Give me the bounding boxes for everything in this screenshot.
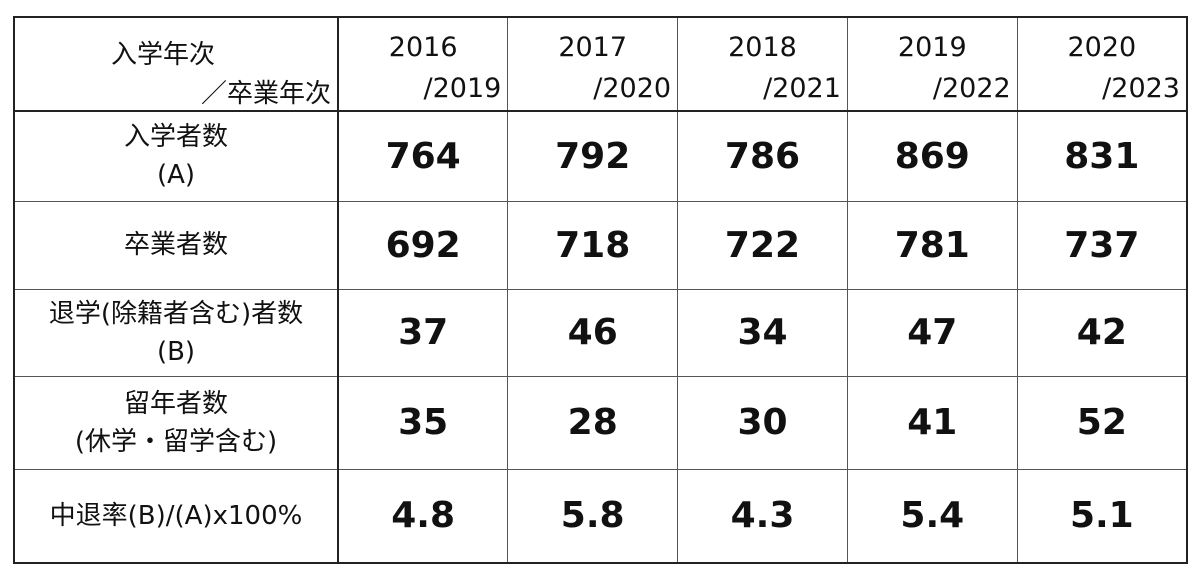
table-row-graduates: 卒業者数 692 718 722 781 737 [13, 200, 1188, 290]
entry-year: 2017 [558, 32, 628, 63]
entry-year: 2016 [388, 32, 458, 63]
row-label-subtext: (A) [156, 160, 196, 191]
value-cell: 30 [677, 375, 848, 470]
year-header-2020: 2020 /2023 [1016, 16, 1188, 112]
year-header-2017: 2017 /2020 [507, 16, 679, 112]
row-label-subtext: (B) [156, 336, 196, 367]
value-cell: 47 [846, 288, 1018, 377]
value-cell: 792 [507, 110, 679, 202]
value-cell: 692 [337, 200, 509, 290]
year-header-2019: 2019 /2022 [846, 16, 1018, 112]
graduation-year: /2021 [763, 73, 841, 104]
value-cell: 28 [507, 375, 679, 470]
value-cell: 5.4 [846, 468, 1018, 564]
header-label-cell: 入学年次 ／卒業年次 [13, 16, 339, 112]
table-row-withdrawals: 退学(除籍者含む)者数 (B) 37 46 34 47 42 [13, 288, 1188, 377]
value-cell: 764 [337, 110, 509, 202]
value-cell: 4.3 [677, 468, 848, 564]
row-label-withdrawals: 退学(除籍者含む)者数 (B) [13, 288, 339, 377]
value-cell: 42 [1016, 288, 1188, 377]
enrollment-statistics-table: 入学年次 ／卒業年次 2016 /2019 2017 /2020 2018 /2… [13, 16, 1188, 564]
row-label-text: 入学者数 [123, 122, 228, 153]
value-cell: 46 [507, 288, 679, 377]
value-cell: 41 [846, 375, 1018, 470]
value-cell: 786 [677, 110, 848, 202]
graduation-year: /2020 [593, 73, 672, 104]
value-cell: 4.8 [337, 468, 509, 564]
row-label-dropout-rate: 中退率(B)/(A)x100% [13, 468, 339, 564]
value-cell: 831 [1016, 110, 1188, 202]
value-cell: 737 [1016, 200, 1188, 290]
header-label-line2: ／卒業年次 [200, 79, 331, 109]
entry-year: 2019 [897, 32, 967, 63]
value-cell: 722 [677, 200, 848, 290]
value-cell: 37 [337, 288, 509, 377]
table-row-enrollment: 入学者数 (A) 764 792 786 869 831 [13, 110, 1188, 202]
entry-year: 2018 [728, 32, 797, 63]
graduation-year: /2023 [1102, 73, 1180, 104]
row-label-text: 卒業者数 [123, 230, 228, 260]
value-cell: 52 [1016, 375, 1188, 470]
row-label-graduates: 卒業者数 [13, 200, 339, 290]
header-label-line1: 入学年次 [111, 40, 216, 70]
value-cell: 5.8 [507, 468, 679, 564]
table-row-dropout-rate: 中退率(B)/(A)x100% 4.8 5.8 4.3 5.4 5.1 [13, 468, 1188, 564]
header-row: 入学年次 ／卒業年次 2016 /2019 2017 /2020 2018 /2… [13, 16, 1188, 112]
value-cell: 718 [507, 200, 679, 290]
row-label-subtext: (休学・留学含む) [74, 426, 278, 457]
entry-year: 2020 [1067, 32, 1137, 63]
graduation-year: /2022 [932, 73, 1011, 104]
row-label-text: 中退率(B)/(A)x100% [49, 500, 303, 531]
value-cell: 869 [846, 110, 1018, 202]
value-cell: 35 [337, 375, 509, 470]
row-label-text: 退学(除籍者含む)者数 [48, 298, 304, 329]
table-row-repeaters: 留年者数 (休学・留学含む) 35 28 30 41 52 [13, 375, 1188, 470]
year-header-2016: 2016 /2019 [337, 16, 509, 112]
row-label-text: 留年者数 [123, 388, 228, 419]
row-label-enrollment: 入学者数 (A) [13, 110, 339, 202]
value-cell: 5.1 [1016, 468, 1188, 564]
value-cell: 781 [846, 200, 1018, 290]
graduation-year: /2019 [423, 73, 502, 104]
year-header-2018: 2018 /2021 [677, 16, 848, 112]
value-cell: 34 [677, 288, 848, 377]
row-label-repeaters: 留年者数 (休学・留学含む) [13, 375, 339, 470]
